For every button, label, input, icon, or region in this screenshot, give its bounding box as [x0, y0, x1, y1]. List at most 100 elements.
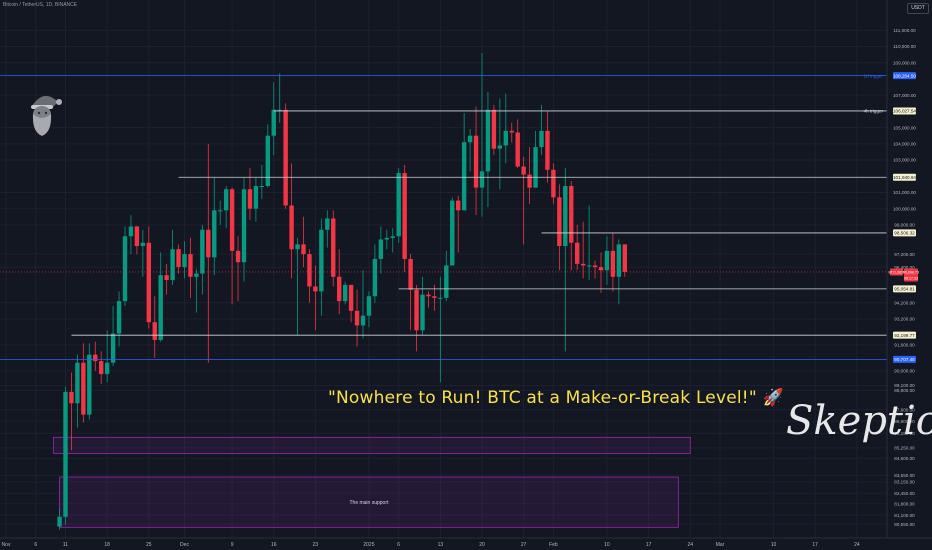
current-price-symbol-text: BTCUSDT — [888, 271, 904, 275]
candle-body-down — [408, 258, 413, 290]
price-tick-label: 97,200.00 — [894, 252, 915, 257]
candle-body-up — [63, 391, 68, 517]
candle-body-down — [598, 267, 604, 271]
candle-body-down — [569, 185, 574, 243]
candle-body-down — [545, 130, 550, 170]
price-tick-label: 103,000.00 — [893, 158, 916, 163]
candle-body-down — [146, 242, 151, 323]
price-tick-label: 82,450.00 — [894, 491, 915, 496]
time-tick-label: 18 — [104, 542, 110, 548]
currency-button[interactable]: USDT — [907, 3, 929, 14]
zone-boxes: The main support — [53, 436, 691, 528]
time-tick-label: 13 — [438, 542, 444, 548]
candle-body-up — [158, 275, 163, 341]
price-tick-label: 105,000.00 — [893, 125, 916, 130]
main-support-box-label: The main support — [349, 500, 389, 506]
1d-trigger-line-tag — [893, 72, 916, 80]
candle-body-down — [247, 189, 253, 209]
candle-body-down — [313, 286, 318, 292]
price-tick-label: 85,250.00 — [894, 446, 915, 451]
4h-trigger-line-tag — [893, 107, 916, 115]
candle-body-up — [122, 236, 128, 302]
candle-body-down — [432, 296, 437, 298]
candle-body-up — [200, 229, 205, 274]
price-levels[interactable]: 1d trigger 4h trigger — [0, 73, 887, 360]
price-tick-label: 100,000.00 — [893, 206, 916, 211]
candle-body-up — [450, 200, 455, 266]
candle-body-up — [182, 254, 187, 268]
author-signature: Skeptic — [786, 398, 932, 444]
resistance-line-101940-tag — [893, 173, 916, 181]
candle-body-up — [128, 226, 134, 237]
time-tick-label: Feb — [549, 542, 558, 548]
candle-body-up — [438, 297, 443, 299]
candle-body-up — [467, 135, 473, 143]
price-tick-label: 101,000.00 — [893, 190, 916, 195]
price-tick-label: 86,900.00 — [894, 419, 915, 424]
candle-body-down — [426, 294, 431, 297]
candle-body-up — [194, 273, 199, 277]
candle-body-down — [610, 250, 616, 277]
candle-body-down — [557, 197, 562, 246]
candle-body-down — [206, 229, 211, 258]
price-tick-label: 90,000.00 — [894, 369, 915, 374]
1d-trigger-line-tag-text: 108,204.50 — [893, 73, 916, 78]
support-line-95054-tag-text: 95,054.81 — [894, 287, 915, 292]
headline-annotation: "Nowhere to Run! BTC at a Make-or-Break … — [328, 388, 784, 408]
time-axis-ticks: Nov 6 11 18 25 Dec 9 16 23 2025 6 13 20 27 Feb 10 17 24 Ma… — [2, 542, 860, 548]
time-tick-label: 17 — [646, 542, 652, 548]
resistance-line-98506-tag-text: 98,506.32 — [894, 231, 915, 236]
candle-body-down — [509, 130, 514, 133]
price-tick-label: 81,100.00 — [894, 513, 915, 518]
time-tick-label: 17 — [812, 542, 818, 548]
time-axis[interactable] — [0, 538, 932, 550]
candle-body-up — [563, 185, 568, 246]
1d-support-line-tag — [893, 355, 916, 363]
candle-body-up — [295, 244, 300, 250]
candle-body-down — [337, 276, 342, 302]
upper-demand-box — [53, 436, 691, 454]
candle-body-up — [604, 250, 610, 271]
candle-body-up — [87, 354, 92, 415]
candle-body-down — [473, 135, 479, 188]
price-tick-label: 84,600.00 — [894, 456, 915, 461]
price-tick-label: 91,600.00 — [894, 343, 915, 348]
price-tick-label: 109,000.00 — [893, 60, 916, 65]
candle-body-up — [384, 237, 389, 240]
1d-support-line-tag-text: 90,707.48 — [894, 357, 915, 362]
current-price-tag — [904, 268, 918, 282]
candle-body-down — [491, 109, 497, 149]
4h-trigger-line-tag-text: 106,027.54 — [893, 109, 916, 114]
candle-body-down — [235, 250, 241, 263]
candle-body-down — [527, 174, 532, 188]
price-tick-label: 94,200.00 — [894, 300, 915, 305]
candle-body-down — [301, 244, 306, 255]
candle-body-up — [378, 239, 384, 259]
candle-body-down — [229, 189, 235, 251]
santa-beard — [32, 114, 52, 136]
santa-hat — [32, 95, 58, 108]
1d-trigger-line-label: 1d trigger — [864, 73, 884, 78]
time-tick-label: Mar — [716, 542, 725, 548]
time-tick-label: 16 — [271, 542, 277, 548]
candle-body-down — [456, 200, 461, 211]
time-tick-label: 11 — [63, 542, 68, 548]
price-tick-label: 81,800.00 — [894, 502, 915, 507]
symbol-title[interactable]: Bitcoin / TetherUS, 1D, BINANCE — [3, 2, 78, 8]
resistance-line-101940-tag-text: 101,940.94 — [893, 175, 916, 180]
time-tick-label: Dec — [180, 542, 189, 548]
time-tick-label: 6 — [34, 542, 37, 548]
time-tick-label: 2025 — [363, 542, 374, 548]
current-price-value: 96,098.73 — [903, 271, 919, 275]
main-support-box — [59, 476, 679, 528]
price-tick-label: 107,000.00 — [893, 93, 916, 98]
candle-body-up — [104, 362, 110, 375]
candle-body-up — [616, 244, 622, 277]
support-line-92199-tag — [893, 331, 916, 339]
price-tick-label: 96,400.00 — [894, 265, 915, 270]
time-tick-label: 9 — [231, 542, 234, 548]
candle-body-down — [592, 265, 598, 268]
price-tags: 108,204.50 106,027.54 101,940.94 98,506.32 9… — [888, 72, 919, 363]
